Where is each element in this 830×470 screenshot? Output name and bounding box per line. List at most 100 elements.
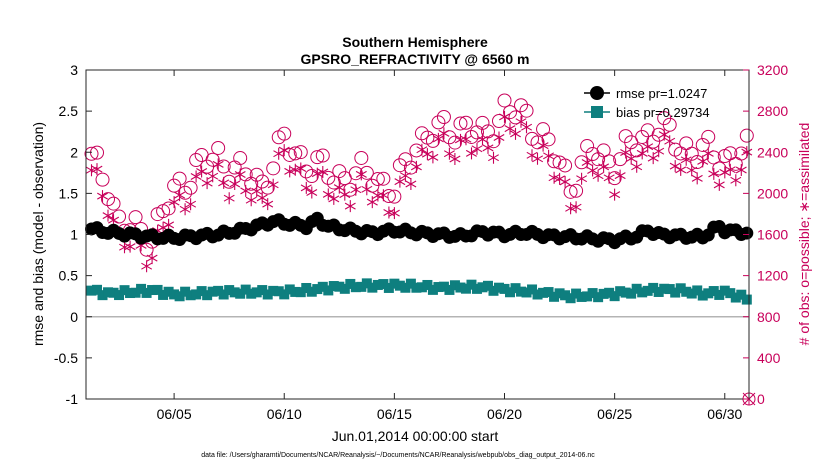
- obs-possible-point: [332, 164, 347, 179]
- bias-point: [433, 282, 444, 293]
- bias-point: [648, 282, 659, 293]
- bias-point: [356, 281, 367, 292]
- bias-point: [449, 280, 460, 291]
- bias-point: [664, 284, 675, 295]
- obs-assimilated-point: [366, 196, 378, 209]
- obs-possible-point: [370, 172, 385, 187]
- bias-point: [626, 288, 637, 299]
- bias-point: [719, 285, 730, 296]
- obs-possible-point: [376, 171, 391, 186]
- obs-possible-point: [167, 178, 182, 193]
- obs-assimilated-point: [432, 132, 444, 145]
- y-tick-label: 0: [70, 309, 78, 325]
- obs-assimilated-point: [532, 152, 544, 165]
- bias-point: [471, 283, 482, 294]
- obs-assimilated-point: [449, 153, 461, 165]
- chart-subtitle: GPSRO_REFRACTIVITY @ 6560 m: [301, 51, 530, 67]
- bias-point: [444, 284, 455, 295]
- obs-possible-point: [541, 132, 556, 147]
- bias-point: [466, 279, 477, 290]
- bias-point: [642, 285, 653, 296]
- obs-possible-point: [95, 172, 110, 187]
- bias-point: [587, 288, 598, 299]
- bias-point: [130, 287, 141, 298]
- y-axis-right-label: # of obs: o=possible; ∗=assimilated: [796, 123, 812, 346]
- obs-possible-point: [233, 151, 248, 166]
- obs-assimilated-point: [306, 186, 318, 199]
- bias-point: [306, 286, 317, 297]
- obs-assimilated-point: [300, 181, 312, 194]
- obs-possible-point: [558, 158, 573, 173]
- obs-assimilated-point: [322, 188, 334, 201]
- x-tick-label: 06/15: [377, 406, 412, 422]
- obs-possible-point: [569, 183, 584, 198]
- bias-point: [136, 283, 147, 294]
- obs-possible-point: [161, 201, 176, 216]
- bias-point: [593, 292, 604, 303]
- bias-point: [235, 288, 246, 299]
- obs-assimilated-point: [179, 203, 191, 216]
- obs-assimilated-point: [196, 165, 208, 178]
- obs-possible-point: [508, 110, 523, 125]
- obs-assimilated-point: [256, 191, 268, 204]
- footnote: data file: /Users/gharamti/Documents/NCA…: [201, 452, 595, 459]
- bias-point: [637, 287, 648, 298]
- bias-point: [103, 287, 114, 298]
- obs-assimilated-point: [521, 121, 533, 134]
- obs-assimilated-point: [328, 192, 340, 205]
- y-right-tick-label: 2400: [757, 144, 788, 160]
- obs-assimilated-point: [460, 133, 472, 146]
- bias-point: [317, 281, 328, 292]
- obs-assimilated-point: [559, 175, 571, 188]
- obs-possible-point: [139, 242, 154, 257]
- bias-point: [389, 278, 400, 289]
- obs-possible-point: [84, 146, 99, 161]
- bias-point: [598, 288, 609, 299]
- bias-point: [152, 284, 163, 295]
- x-tick-label: 06/05: [157, 406, 192, 422]
- obs-assimilated-point: [642, 140, 654, 153]
- bias-point: [576, 291, 587, 302]
- bias-point: [174, 291, 185, 302]
- bias-point: [290, 286, 301, 297]
- bias-point: [543, 287, 554, 298]
- bias-point: [196, 286, 207, 297]
- bias-point: [361, 278, 372, 289]
- x-tick-label: 06/25: [597, 406, 632, 422]
- bias-point: [460, 283, 471, 294]
- obs-assimilated-point: [443, 147, 455, 160]
- bias-point: [400, 282, 411, 293]
- obs-possible-point: [712, 161, 727, 176]
- chart-title: Southern Hemisphere: [342, 34, 488, 50]
- obs-possible-point: [530, 135, 545, 150]
- bias-point: [615, 286, 626, 297]
- y-right-tick-label: 3200: [757, 62, 788, 78]
- obs-assimilated-point: [587, 164, 599, 177]
- obs-possible-point: [266, 161, 281, 176]
- obs-possible-point: [447, 135, 462, 150]
- obs-possible-point: [519, 103, 534, 118]
- obs-possible-point: [387, 189, 402, 204]
- obs-possible-point: [178, 185, 193, 200]
- obs-assimilated-point: [124, 240, 136, 253]
- bias-point: [631, 283, 642, 294]
- bias-point: [560, 290, 571, 301]
- obs-assimilated-point: [576, 172, 588, 185]
- y-axis-label: rmse and bias (model - observation): [30, 122, 46, 346]
- obs-assimilated-point: [724, 163, 736, 176]
- obs-assimilated-point: [691, 172, 703, 185]
- obs-assimilated-point: [410, 160, 422, 173]
- bias-point: [218, 289, 229, 300]
- bias-point: [549, 291, 560, 302]
- obs-assimilated-point: [614, 169, 626, 182]
- bias-point: [538, 287, 549, 298]
- bias-point: [202, 290, 213, 301]
- obs-assimilated-point: [201, 177, 213, 190]
- obs-possible-point: [662, 117, 677, 132]
- legend-rmse-marker: [590, 86, 604, 100]
- obs-possible-point: [189, 153, 204, 168]
- obs-assimilated-point: [543, 149, 555, 162]
- obs-assimilated-point: [598, 160, 610, 173]
- obs-possible-point: [497, 93, 512, 108]
